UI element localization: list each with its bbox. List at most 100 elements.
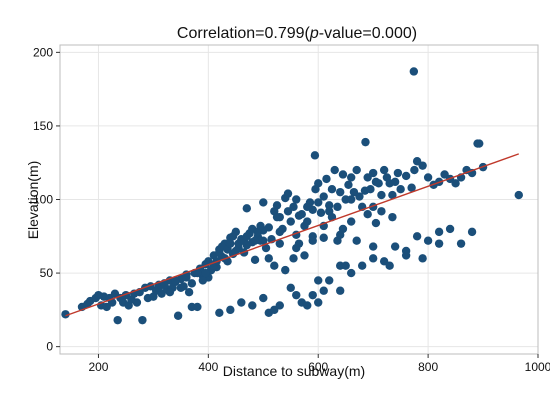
data-point-148 [303, 301, 312, 310]
data-point-221 [201, 268, 210, 278]
y-tick-label-0: 0 [46, 340, 53, 354]
data-point-141 [259, 293, 268, 303]
x-axis-ticks: 200 400 600 800 1000 [88, 354, 550, 374]
data-point-21 [138, 315, 147, 325]
y-tick-label-2: 100 [33, 193, 53, 207]
data-point-220 [198, 276, 208, 285]
data-point-213 [160, 280, 169, 290]
data-point-214 [165, 288, 175, 297]
data-point-96 [344, 180, 353, 189]
data-point-186 [346, 217, 356, 226]
data-point-93 [336, 187, 345, 197]
data-point-121 [423, 173, 433, 182]
data-point-152 [325, 276, 334, 285]
data-point-201 [228, 232, 238, 241]
data-point-146 [292, 290, 301, 300]
data-point-229 [325, 207, 334, 216]
data-point-140 [248, 301, 257, 310]
data-point-70 [272, 201, 282, 210]
data-point-177 [281, 265, 290, 275]
data-point-108 [377, 190, 386, 200]
y-tick-label-3: 150 [33, 119, 53, 133]
data-point-168 [341, 261, 350, 270]
data-point-232 [275, 227, 284, 237]
data-point-89 [325, 201, 334, 210]
data-point-158 [390, 242, 400, 251]
data-point-38 [184, 288, 194, 297]
data-point-219 [193, 268, 202, 278]
data-point-200 [226, 239, 235, 248]
data-point-145 [286, 283, 295, 292]
data-point-97 [346, 173, 356, 182]
data-point-210 [256, 221, 265, 231]
data-point-104 [366, 185, 375, 194]
data-point-165 [467, 227, 477, 237]
data-point-189 [371, 218, 381, 228]
data-point-149 [308, 290, 317, 300]
data-point-173 [434, 239, 444, 248]
data-point-131 [475, 139, 484, 148]
x-tick-label-0: 200 [88, 360, 108, 374]
y-axis-label: Elevation(m) [25, 161, 41, 240]
data-point-154 [346, 268, 356, 278]
data-point-136 [310, 151, 320, 160]
data-point-180 [300, 251, 309, 260]
data-point-191 [388, 212, 397, 222]
data-point-163 [445, 224, 455, 234]
data-point-75 [286, 217, 295, 226]
data-point-100 [355, 192, 364, 201]
data-point-151 [319, 286, 328, 295]
data-point-178 [289, 254, 298, 263]
data-point-156 [368, 254, 378, 263]
data-point-218 [187, 279, 197, 288]
data-point-187 [352, 236, 361, 245]
data-point-188 [363, 210, 372, 219]
data-point-215 [171, 276, 180, 285]
data-point-112 [388, 190, 397, 200]
data-point-155 [357, 261, 367, 270]
y-axis-ticks: 0 50 100 150 200 [33, 45, 60, 354]
data-point-115 [396, 185, 405, 194]
data-point-120 [418, 161, 427, 170]
fit-line [65, 153, 520, 317]
data-point-230 [346, 195, 356, 204]
x-tick-label-1: 400 [198, 360, 218, 374]
data-point-126 [451, 179, 460, 188]
data-point-81 [303, 217, 312, 226]
data-point-206 [242, 232, 252, 241]
data-point-169 [368, 242, 378, 251]
data-point-217 [182, 273, 191, 282]
data-point-88 [322, 174, 331, 184]
data-point-164 [456, 239, 466, 248]
data-point-135 [361, 137, 370, 147]
data-point-99 [352, 165, 361, 175]
data-point-87 [319, 192, 328, 201]
chart-title: Correlation=0.799(p-value=0.000) [177, 25, 417, 42]
data-point-172 [418, 254, 427, 263]
data-point-107 [374, 179, 383, 188]
data-point-138 [226, 305, 235, 315]
data-point-62 [250, 255, 260, 265]
data-point-34 [173, 311, 183, 320]
data-point-211 [259, 236, 268, 245]
data-point-66 [261, 243, 271, 253]
data-point-225 [283, 207, 293, 216]
y-tick-label-4: 200 [33, 45, 53, 59]
data-point-137 [215, 308, 224, 317]
data-point-160 [412, 232, 422, 241]
data-point-222 [242, 204, 252, 213]
data-point-224 [272, 212, 282, 222]
data-point-19 [132, 298, 142, 307]
data-point-133 [514, 190, 523, 200]
data-point-150 [314, 298, 323, 307]
data-point-176 [275, 239, 284, 248]
data-point-202 [231, 246, 241, 256]
data-point-171 [401, 246, 411, 256]
data-point-41 [193, 302, 202, 312]
data-point-216 [176, 283, 186, 292]
data-point-139 [237, 298, 246, 307]
data-point-234 [308, 236, 317, 245]
data-point-116 [401, 171, 411, 181]
x-axis-label: Distance to subway(m) [223, 363, 365, 379]
